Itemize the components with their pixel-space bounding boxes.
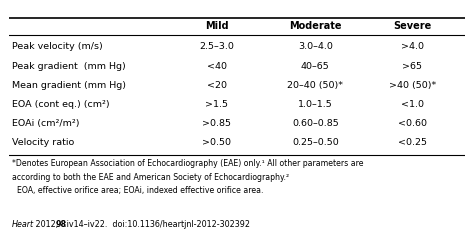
Text: Moderate: Moderate xyxy=(289,21,341,31)
Text: 20–40 (50)*: 20–40 (50)* xyxy=(287,81,343,90)
Text: according to both the EAE and American Society of Echocardiography.²: according to both the EAE and American S… xyxy=(12,174,289,182)
Text: >0.85: >0.85 xyxy=(202,119,231,128)
Text: 2012;: 2012; xyxy=(33,220,59,229)
Text: 40–65: 40–65 xyxy=(301,62,329,71)
Text: 1.0–1.5: 1.0–1.5 xyxy=(298,100,333,109)
Text: <0.25: <0.25 xyxy=(398,138,427,147)
Text: >0.50: >0.50 xyxy=(202,138,231,147)
Text: Peak velocity (m/s): Peak velocity (m/s) xyxy=(12,42,102,52)
Text: >65: >65 xyxy=(402,62,422,71)
Text: >4.0: >4.0 xyxy=(401,42,424,52)
Text: 0.60–0.85: 0.60–0.85 xyxy=(292,119,338,128)
Text: Mean gradient (mm Hg): Mean gradient (mm Hg) xyxy=(12,81,126,90)
Text: Velocity ratio: Velocity ratio xyxy=(12,138,74,147)
Text: >1.5: >1.5 xyxy=(205,100,228,109)
Text: <20: <20 xyxy=(207,81,227,90)
Text: 2.5–3.0: 2.5–3.0 xyxy=(199,42,234,52)
Text: EOA (cont eq.) (cm²): EOA (cont eq.) (cm²) xyxy=(12,100,109,109)
Text: *Denotes European Association of Echocardiography (EAE) only.¹ All other paramet: *Denotes European Association of Echocar… xyxy=(12,159,363,168)
Text: <1.0: <1.0 xyxy=(401,100,424,109)
Text: 98: 98 xyxy=(56,220,67,229)
Text: <0.60: <0.60 xyxy=(398,119,427,128)
Text: EOAi (cm²/m²): EOAi (cm²/m²) xyxy=(12,119,79,128)
Text: <40: <40 xyxy=(207,62,227,71)
Text: 0.25–0.50: 0.25–0.50 xyxy=(292,138,338,147)
Text: Mild: Mild xyxy=(205,21,228,31)
Text: Heart: Heart xyxy=(12,220,34,229)
Text: Peak gradient  (mm Hg): Peak gradient (mm Hg) xyxy=(12,62,126,71)
Text: Severe: Severe xyxy=(393,21,431,31)
Text: EOA, effective orifice area; EOAi, indexed effective orifice area.: EOA, effective orifice area; EOAi, index… xyxy=(12,186,263,195)
Text: :iv14–iv22.  doi:10.1136/heartjnl-2012-302392: :iv14–iv22. doi:10.1136/heartjnl-2012-30… xyxy=(64,220,250,229)
Text: 3.0–4.0: 3.0–4.0 xyxy=(298,42,333,52)
Text: >40 (50)*: >40 (50)* xyxy=(389,81,436,90)
